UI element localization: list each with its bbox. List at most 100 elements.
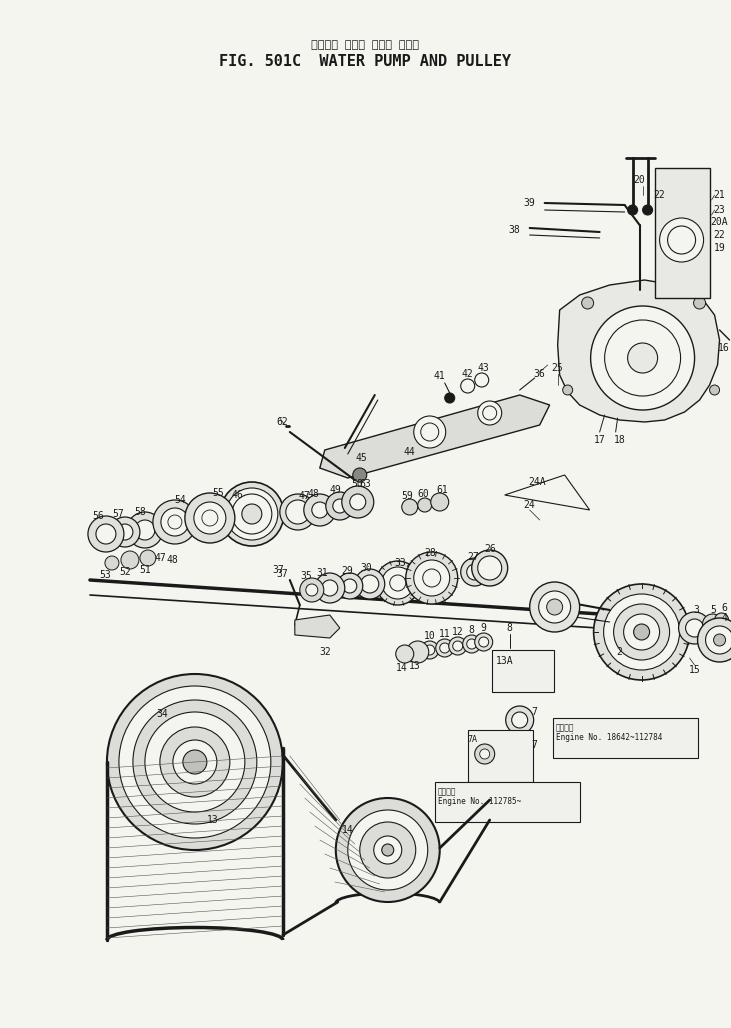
Bar [468, 730, 533, 782]
Circle shape [436, 639, 454, 657]
Bar [553, 718, 697, 758]
Circle shape [643, 205, 653, 215]
Text: 7: 7 [531, 707, 537, 717]
Circle shape [280, 494, 316, 530]
Circle shape [96, 524, 116, 544]
Text: 35: 35 [300, 571, 311, 581]
Text: 14: 14 [396, 663, 408, 673]
Circle shape [127, 512, 163, 548]
Text: 8: 8 [469, 625, 474, 635]
Text: 15: 15 [689, 665, 700, 675]
Text: 60: 60 [418, 489, 430, 499]
Text: FIG. 501C  WATER PUMP AND PULLEY: FIG. 501C WATER PUMP AND PULLEY [219, 54, 511, 70]
Text: 6: 6 [721, 603, 727, 613]
Circle shape [697, 618, 731, 662]
Text: 61: 61 [437, 485, 449, 495]
Circle shape [512, 712, 528, 728]
Text: 18: 18 [614, 435, 626, 445]
Circle shape [312, 502, 327, 518]
Circle shape [634, 624, 650, 640]
Circle shape [440, 642, 450, 653]
Text: 23: 23 [713, 205, 725, 215]
Circle shape [449, 637, 466, 655]
Circle shape [194, 502, 226, 534]
Circle shape [461, 558, 489, 586]
Circle shape [474, 633, 493, 651]
Circle shape [474, 744, 495, 764]
Circle shape [343, 579, 357, 593]
Circle shape [107, 674, 283, 850]
Circle shape [336, 798, 440, 902]
Circle shape [686, 619, 703, 637]
Text: 43: 43 [478, 363, 490, 373]
Circle shape [463, 635, 481, 653]
Circle shape [326, 492, 354, 520]
Text: Engine No. 112785~: Engine No. 112785~ [438, 798, 521, 807]
Text: ウォータ ポンプ および プーリ: ウォータ ポンプ および プーリ [311, 40, 419, 50]
Circle shape [119, 686, 270, 838]
Circle shape [185, 493, 235, 543]
Circle shape [121, 551, 139, 570]
Circle shape [452, 641, 463, 651]
Circle shape [591, 306, 694, 410]
Circle shape [153, 500, 197, 544]
Circle shape [105, 556, 119, 570]
Text: 53: 53 [99, 570, 111, 580]
Text: 33: 33 [394, 558, 406, 568]
Circle shape [582, 297, 594, 309]
Text: 21: 21 [713, 190, 725, 200]
Text: 16: 16 [718, 343, 730, 353]
Text: 7A: 7A [468, 735, 478, 744]
Polygon shape [319, 395, 550, 478]
Circle shape [539, 591, 571, 623]
Text: 42: 42 [462, 369, 474, 379]
Circle shape [402, 499, 417, 515]
Text: 20A: 20A [711, 217, 728, 227]
Text: 24: 24 [524, 500, 536, 510]
Circle shape [361, 575, 379, 593]
Text: 41: 41 [434, 371, 446, 381]
Text: 4: 4 [721, 613, 727, 623]
Text: 47: 47 [154, 553, 166, 563]
Text: 45: 45 [356, 453, 368, 463]
Text: 10: 10 [424, 631, 436, 641]
Text: 39: 39 [523, 198, 534, 208]
Circle shape [395, 645, 414, 663]
Circle shape [382, 567, 414, 599]
Text: 13A: 13A [496, 656, 513, 666]
Bar [435, 782, 580, 822]
Text: 9: 9 [481, 623, 487, 633]
Text: 22: 22 [713, 230, 725, 240]
Circle shape [353, 468, 367, 482]
Circle shape [444, 393, 455, 403]
Text: 48: 48 [166, 555, 178, 565]
Text: 17: 17 [594, 435, 605, 445]
Text: 50: 50 [351, 479, 363, 489]
Circle shape [337, 573, 363, 599]
Circle shape [376, 561, 420, 605]
Circle shape [88, 516, 124, 552]
Circle shape [628, 343, 658, 373]
Text: 55: 55 [212, 488, 224, 498]
Circle shape [242, 504, 262, 524]
Text: 36: 36 [534, 369, 545, 379]
Circle shape [694, 297, 705, 309]
Circle shape [300, 578, 324, 602]
Circle shape [348, 810, 428, 890]
Text: 38: 38 [508, 225, 520, 235]
Circle shape [322, 580, 338, 596]
Circle shape [477, 556, 501, 580]
Circle shape [306, 584, 318, 596]
Circle shape [360, 822, 416, 878]
Circle shape [117, 524, 133, 540]
Circle shape [110, 517, 140, 547]
Text: 46: 46 [232, 490, 243, 500]
Circle shape [414, 416, 446, 448]
Text: 37: 37 [272, 565, 284, 575]
Circle shape [713, 634, 726, 646]
Circle shape [480, 749, 490, 759]
Bar [654, 168, 710, 298]
Text: 63: 63 [359, 479, 371, 489]
Text: 24A: 24A [528, 477, 545, 487]
Circle shape [133, 700, 257, 824]
